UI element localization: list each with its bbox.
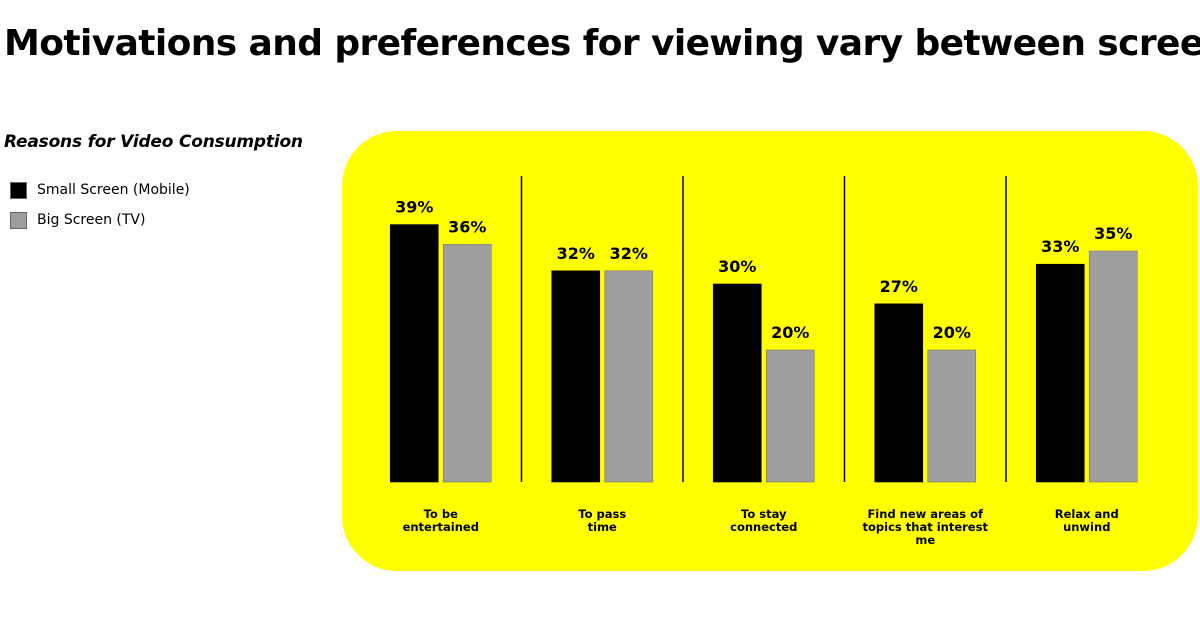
legend-item-tv: Big Screen (TV): [10, 205, 190, 235]
value-label-tv: 36%: [448, 217, 486, 236]
legend-swatch-tv: [10, 211, 27, 229]
page-title: Motivations and preferences for viewing …: [4, 23, 1200, 64]
category-label-line: topics that interest: [863, 520, 989, 534]
bar-mobile: [712, 283, 762, 483]
category-label: To pass time: [578, 507, 626, 534]
value-label-mobile: 33%: [1041, 237, 1079, 256]
bar-mobile: [1035, 263, 1085, 483]
category-label: To stay connected: [730, 507, 797, 534]
category-label-line: To be: [424, 507, 458, 521]
category-label: Relax and unwind: [1055, 507, 1119, 534]
bar-mobile: [874, 303, 924, 483]
value-label-mobile: 39%: [395, 198, 433, 217]
category-label-line: Find new areas of: [867, 507, 984, 521]
category-label-line: connected: [730, 520, 797, 534]
value-label-tv: 20%: [771, 323, 809, 342]
value-label-tv: 32%: [610, 244, 648, 263]
value-label-tv: 20%: [933, 323, 971, 342]
category-label-line: time: [588, 520, 617, 534]
legend-label-tv: Big Screen (TV): [37, 212, 146, 228]
category-label-line: entertained: [403, 520, 479, 534]
value-label-tv: 35%: [1094, 224, 1132, 243]
legend-swatch-mobile: [10, 181, 27, 199]
legend-item-mobile: Small Screen (Mobile): [10, 175, 190, 205]
category-label-line: unwind: [1063, 520, 1110, 534]
bar-tv: [927, 349, 977, 483]
value-label-mobile: 30%: [718, 257, 756, 276]
bar-tv: [442, 244, 492, 483]
value-label-mobile: 27%: [880, 277, 918, 296]
bar-tv: [604, 270, 654, 483]
bar-tv: [1088, 250, 1138, 483]
bar-mobile: [551, 270, 601, 483]
value-label-mobile: 32%: [557, 244, 595, 263]
chart-title: Reasons for Video Consumption: [4, 132, 303, 152]
category-label: To be entertained: [403, 507, 479, 534]
legend-label-mobile: Small Screen (Mobile): [37, 182, 190, 198]
bar-tv: [765, 349, 815, 483]
chart-legend: Small Screen (Mobile) Big Screen (TV): [10, 175, 190, 235]
bar-mobile: [389, 224, 439, 483]
category-label-line: Relax and: [1055, 507, 1119, 521]
category-label-line: To stay: [741, 507, 787, 521]
category-label-line: me: [915, 533, 935, 547]
category-label-line: To pass: [578, 507, 626, 521]
category-label: Find new areas of topics that interest me: [863, 507, 989, 547]
